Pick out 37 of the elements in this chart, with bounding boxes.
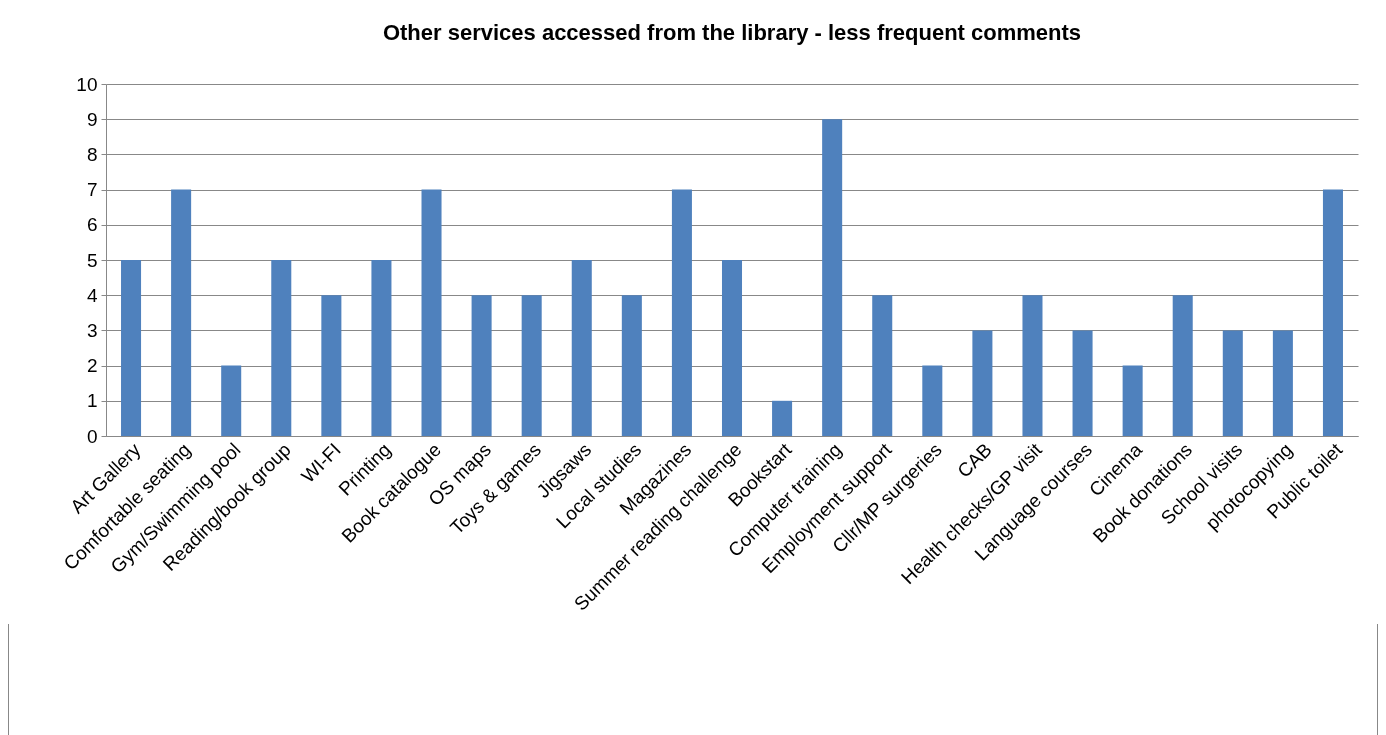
y-tick-label: 1 bbox=[86, 390, 98, 412]
bar bbox=[872, 295, 893, 436]
bar bbox=[822, 119, 843, 436]
bar bbox=[421, 189, 442, 436]
bar bbox=[171, 189, 192, 436]
bar bbox=[621, 295, 642, 436]
bar bbox=[671, 189, 692, 436]
bar bbox=[721, 260, 743, 436]
y-tick-label: 10 bbox=[76, 73, 98, 95]
y-tick-label: 6 bbox=[86, 214, 98, 236]
bar bbox=[1172, 295, 1193, 436]
chart-title: Other services accessed from the library - less frequent comments bbox=[382, 20, 1082, 45]
bar bbox=[321, 295, 342, 436]
y-tick-label: 7 bbox=[86, 179, 98, 201]
bar bbox=[121, 260, 142, 436]
y-tick-label: 4 bbox=[86, 284, 98, 306]
bar bbox=[1272, 330, 1293, 436]
bar bbox=[1222, 330, 1243, 436]
y-tick-label: 2 bbox=[86, 355, 98, 377]
bar bbox=[471, 295, 492, 436]
y-tick-label: 3 bbox=[86, 319, 98, 341]
y-tick-label: 9 bbox=[86, 108, 98, 130]
bar bbox=[521, 295, 542, 436]
bar bbox=[922, 365, 943, 436]
bar bbox=[1322, 189, 1343, 436]
bar bbox=[221, 365, 242, 436]
y-tick-label: 0 bbox=[86, 425, 98, 447]
y-tick-label: 8 bbox=[86, 143, 98, 165]
bar bbox=[972, 330, 993, 436]
bar bbox=[571, 260, 592, 436]
bar bbox=[371, 260, 392, 436]
bar bbox=[1072, 330, 1093, 436]
bar bbox=[271, 260, 292, 436]
bar bbox=[1022, 295, 1043, 436]
bar bbox=[1122, 365, 1143, 436]
y-tick-label: 5 bbox=[86, 249, 98, 271]
bar bbox=[772, 400, 793, 436]
